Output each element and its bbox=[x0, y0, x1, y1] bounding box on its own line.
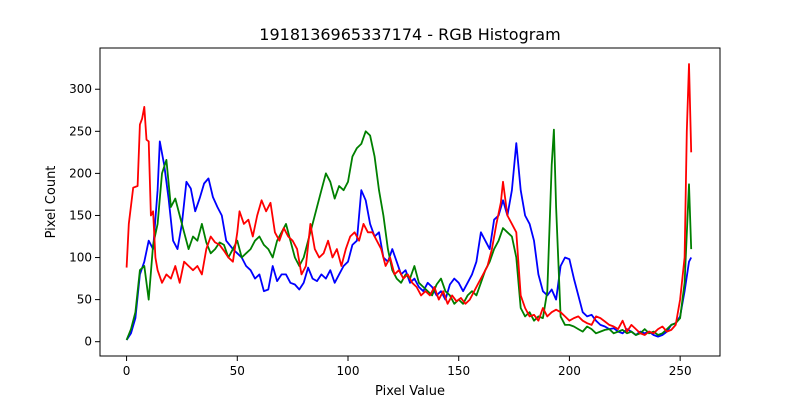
x-tick-label: 0 bbox=[123, 364, 131, 378]
y-tick-label: 250 bbox=[69, 124, 92, 138]
y-tick-label: 150 bbox=[69, 208, 92, 222]
y-tick-label: 0 bbox=[84, 335, 92, 349]
series-line-2 bbox=[125, 63, 693, 336]
x-tick-label: 50 bbox=[230, 364, 245, 378]
y-axis-ticks: 0 50 100 150 200 250 300 bbox=[69, 82, 100, 349]
x-tick-label: 200 bbox=[558, 364, 581, 378]
series-line-1 bbox=[125, 128, 693, 341]
y-tick-label: 100 bbox=[69, 251, 92, 265]
y-tick-label: 50 bbox=[77, 293, 92, 307]
y-axis-label: Pixel Count bbox=[44, 166, 59, 239]
x-axis-ticks: 0 50 100 150 200 250 bbox=[123, 356, 692, 378]
y-tick-label: 200 bbox=[69, 166, 92, 180]
x-tick-label: 150 bbox=[447, 364, 470, 378]
x-tick-label: 100 bbox=[337, 364, 360, 378]
series-line-0 bbox=[125, 140, 692, 341]
plot-area-frame bbox=[99, 47, 721, 357]
chart-title: 1918136965337174 - RGB Histogram bbox=[259, 25, 560, 44]
y-tick-label: 300 bbox=[69, 82, 92, 96]
x-axis-label: Pixel Value bbox=[375, 384, 445, 399]
plot-lines bbox=[125, 63, 693, 341]
x-tick-label: 250 bbox=[669, 364, 692, 378]
